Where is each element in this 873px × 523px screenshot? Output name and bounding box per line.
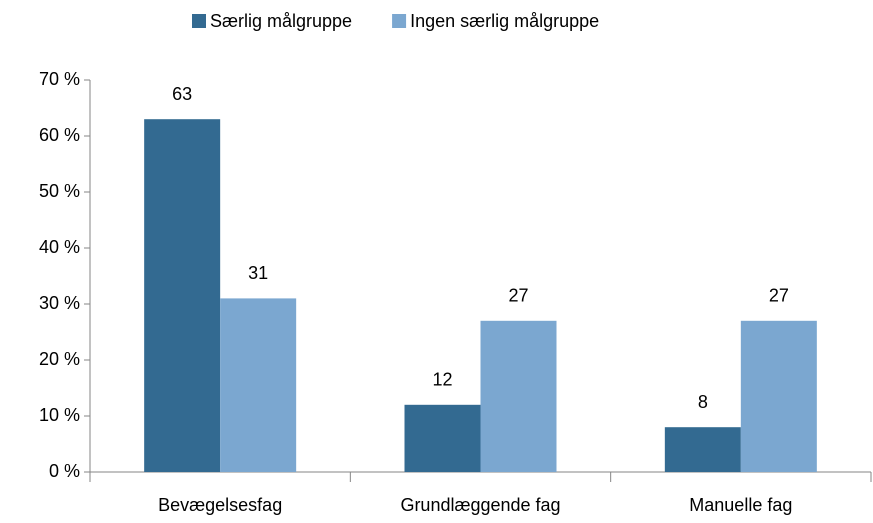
legend-label: Særlig målgruppe [210,11,352,31]
x-tick-label: Bevægelsesfag [158,495,282,515]
y-tick-label: 20 % [39,349,80,369]
bar [144,119,221,472]
data-label: 8 [698,392,708,412]
y-tick-label: 70 % [39,69,80,89]
data-label: 27 [769,286,789,306]
bar [664,427,741,472]
bar [220,298,297,472]
x-tick-label: Manuelle fag [689,495,792,515]
legend-swatch [392,14,407,28]
y-tick-label: 50 % [39,181,80,201]
y-tick-label: 40 % [39,237,80,257]
data-label: 31 [248,263,268,283]
x-tick-label: Grundlæggende fag [400,495,560,515]
data-label: 27 [508,286,528,306]
legend-label: Ingen særlig målgruppe [410,11,599,31]
data-label: 63 [172,84,192,104]
legend-swatch [192,14,206,28]
bar [740,320,817,472]
bar [404,404,481,472]
bar [480,320,557,472]
y-tick-label: 60 % [39,125,80,145]
data-label: 12 [432,370,452,390]
y-tick-label: 10 % [39,405,80,425]
y-tick-label: 30 % [39,293,80,313]
y-tick-label: 0 % [49,461,80,481]
